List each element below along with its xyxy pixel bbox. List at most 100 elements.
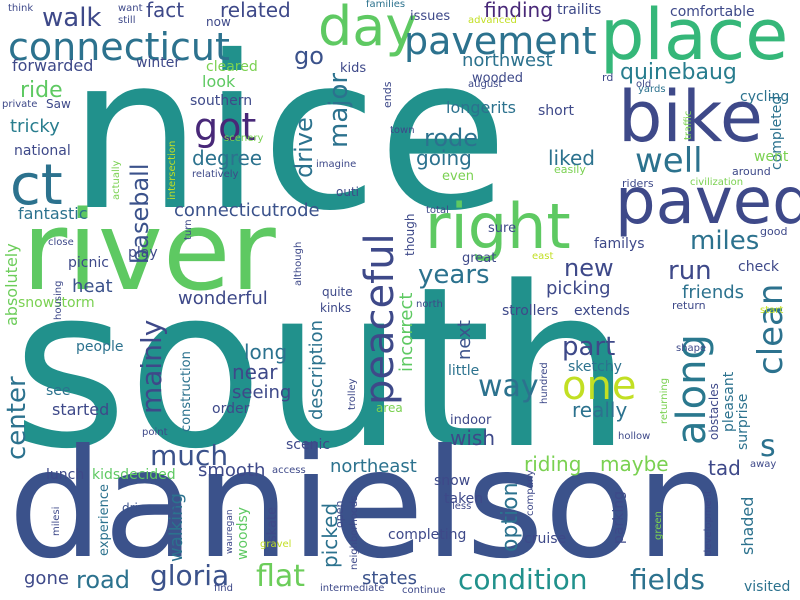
word-point: point: [142, 427, 168, 438]
word-easily: easily: [554, 163, 586, 176]
word-intermediate: intermediate: [320, 583, 385, 594]
word-road: road: [76, 566, 130, 594]
word-parking: parking: [611, 491, 627, 544]
word-imagine: imagine: [316, 159, 357, 170]
word-riders: riders: [622, 177, 654, 190]
word-around: around: [732, 165, 771, 178]
word-taken: taken: [444, 491, 484, 507]
word-part: part: [562, 332, 616, 362]
word-old: old: [636, 79, 652, 90]
word-mainly: mainly: [135, 319, 168, 414]
word-trolley: trolley: [347, 378, 358, 410]
word-although: although: [293, 241, 304, 286]
word-incorrect: incorrect: [396, 292, 417, 372]
word-obstacles: obstacles: [707, 383, 721, 440]
word-winter: winter: [136, 55, 181, 71]
word-issues: issues: [410, 9, 451, 24]
word-traffic: traffic: [683, 110, 694, 140]
word-place: place: [600, 0, 789, 76]
word-ct: ct: [10, 153, 63, 218]
word-extends: extends: [574, 303, 630, 319]
word-riding: riding: [524, 452, 582, 476]
word-snow: snow: [434, 473, 471, 489]
word-lunch: lunch: [46, 467, 85, 483]
word-picking: picking: [546, 278, 611, 299]
word-good: good: [760, 225, 788, 238]
word-start: start: [760, 305, 784, 316]
word-next: next: [454, 320, 475, 360]
word-years: years: [418, 260, 490, 290]
word-day: day: [318, 0, 418, 58]
word-related: related: [220, 0, 291, 22]
word-comfortable: comfortable: [670, 4, 755, 20]
word-actually: actually: [111, 160, 122, 201]
word-go: go: [294, 42, 324, 70]
word-north: north: [416, 299, 443, 310]
word-bike: bike: [618, 76, 763, 158]
word-neighborhoods: neighborhoods: [349, 495, 360, 571]
word-scenic: scenic: [286, 437, 331, 453]
word-wish: wish: [450, 426, 496, 450]
word-play: play: [128, 245, 158, 261]
word-went: went: [754, 149, 789, 165]
word-shape: shape: [676, 343, 707, 354]
word-new: new: [564, 254, 614, 282]
word-gravel: gravel: [260, 539, 292, 550]
word-finding: finding: [484, 0, 553, 22]
word-wonderful: wonderful: [178, 288, 268, 309]
word-less: less: [452, 501, 472, 512]
word-still: still: [118, 15, 136, 26]
word-cycling: cycling: [740, 89, 790, 105]
word-way: way: [478, 369, 539, 404]
word-return: return: [672, 299, 706, 312]
word-shaded: shaded: [738, 496, 757, 555]
word-intersection: intersection: [167, 140, 178, 200]
word-long: long: [244, 340, 288, 364]
word-got: got: [194, 105, 257, 149]
word-development: development: [703, 490, 714, 556]
word-wooded: wooded: [472, 71, 524, 86]
word-strollers: strollers: [502, 303, 559, 319]
word-rode: rode: [424, 124, 479, 152]
word-started: started: [52, 400, 110, 419]
word-construction: construction: [179, 351, 194, 432]
word-town: town: [390, 125, 415, 136]
word-check: check: [738, 259, 779, 275]
word-wauregan: wauregan: [225, 509, 235, 554]
word-snowstorm: snowstorm: [18, 295, 95, 311]
word-advanced: advanced: [468, 15, 517, 26]
word-longerits: longerits: [446, 98, 517, 117]
word-ride: ride: [20, 78, 63, 103]
word-order: order: [212, 401, 250, 417]
word-miles: miles: [690, 226, 760, 256]
word-tricky: tricky: [10, 116, 60, 137]
word-though: though: [403, 213, 417, 256]
word-well: well: [635, 141, 703, 181]
word-smooth: smooth: [198, 460, 266, 481]
word-great: great: [462, 251, 497, 266]
word-nice: nice: [68, 10, 509, 257]
word-northeast: northeast: [330, 456, 417, 477]
word-friends: friends: [682, 282, 745, 303]
word-quite: quite: [322, 285, 353, 299]
word-hundred: hundred: [539, 362, 550, 404]
word-east: east: [532, 251, 554, 262]
word-liked: liked: [548, 146, 595, 170]
word-look: look: [202, 72, 236, 91]
word-pleasant: pleasant: [721, 371, 737, 432]
word-southern: southern: [190, 93, 253, 109]
word-s: s: [760, 429, 776, 464]
word-experience: experience: [97, 483, 112, 556]
word-picnic: picnic: [68, 255, 109, 271]
word-northwest: northwest: [462, 50, 553, 71]
word-even: even: [442, 169, 474, 184]
word-now: now: [206, 15, 231, 29]
word-cruise: cruise: [524, 531, 567, 547]
word-much: much: [150, 439, 229, 472]
word-right: right: [425, 190, 571, 263]
word-ends: ends: [381, 81, 394, 108]
word-think: think: [8, 3, 34, 14]
word-continue: continue: [402, 585, 446, 596]
word-scenery: scenery: [224, 133, 264, 144]
word-pavement: pavement: [404, 19, 597, 63]
